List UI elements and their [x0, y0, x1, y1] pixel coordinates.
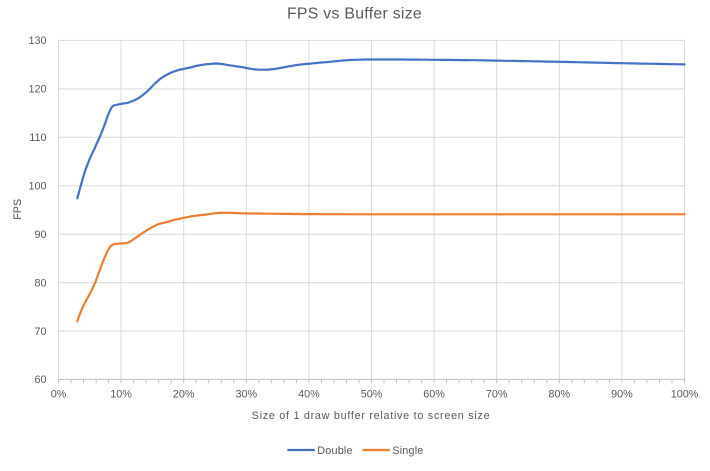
svg-text:FPS vs Buffer size: FPS vs Buffer size: [287, 6, 422, 23]
svg-text:30%: 30%: [235, 389, 257, 401]
svg-text:Single: Single: [392, 445, 423, 457]
svg-text:60: 60: [34, 374, 46, 386]
svg-text:Double: Double: [317, 445, 352, 457]
svg-text:Size of 1 draw buffer relative: Size of 1 draw buffer relative to screen…: [252, 410, 491, 422]
svg-text:10%: 10%: [110, 389, 132, 401]
svg-text:80: 80: [34, 277, 46, 289]
svg-text:70: 70: [34, 326, 46, 338]
svg-text:60%: 60%: [423, 389, 445, 401]
svg-text:20%: 20%: [173, 389, 195, 401]
svg-text:100%: 100%: [671, 389, 699, 401]
svg-text:50%: 50%: [361, 389, 383, 401]
svg-text:80%: 80%: [548, 389, 570, 401]
svg-text:0%: 0%: [51, 389, 67, 401]
svg-text:70%: 70%: [486, 389, 508, 401]
svg-text:90%: 90%: [611, 389, 633, 401]
svg-text:120: 120: [28, 84, 46, 96]
svg-text:100: 100: [28, 181, 46, 193]
svg-text:130: 130: [28, 35, 46, 47]
svg-text:90: 90: [34, 229, 46, 241]
svg-text:FPS: FPS: [12, 199, 24, 220]
svg-text:40%: 40%: [298, 389, 320, 401]
svg-text:110: 110: [29, 132, 46, 144]
